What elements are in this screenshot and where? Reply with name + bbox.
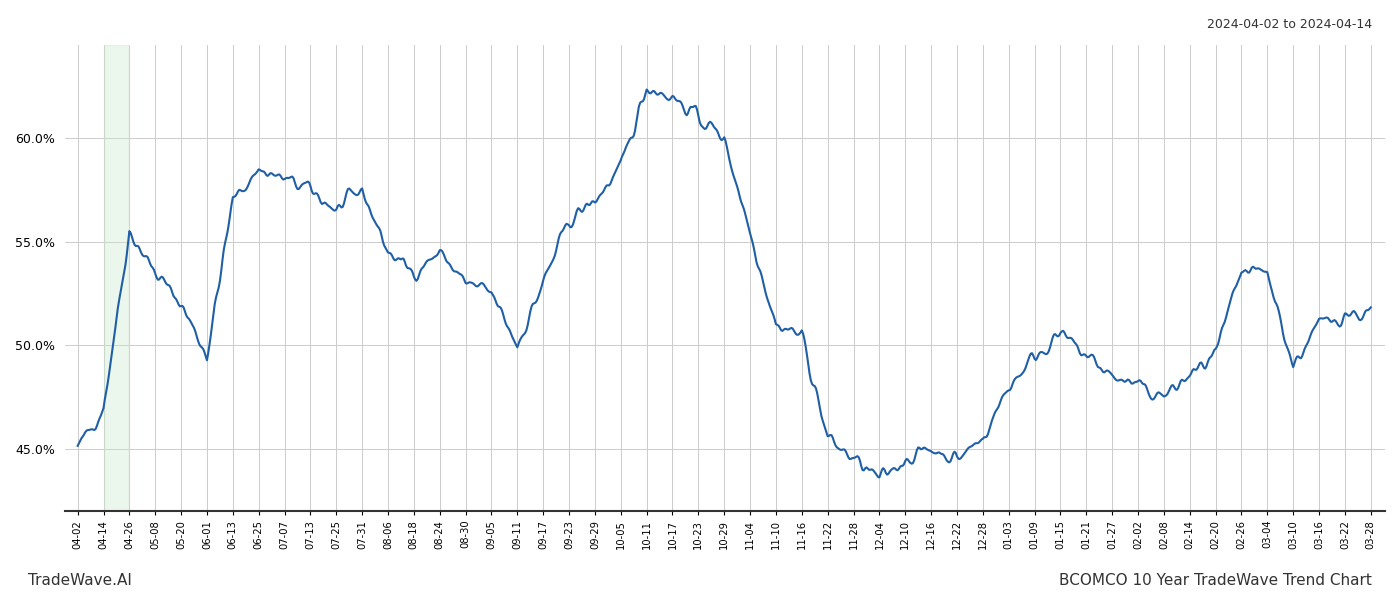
Text: 2024-04-02 to 2024-04-14: 2024-04-02 to 2024-04-14	[1207, 18, 1372, 31]
Text: BCOMCO 10 Year TradeWave Trend Chart: BCOMCO 10 Year TradeWave Trend Chart	[1060, 573, 1372, 588]
Text: TradeWave.AI: TradeWave.AI	[28, 573, 132, 588]
Bar	[104, 45, 129, 511]
